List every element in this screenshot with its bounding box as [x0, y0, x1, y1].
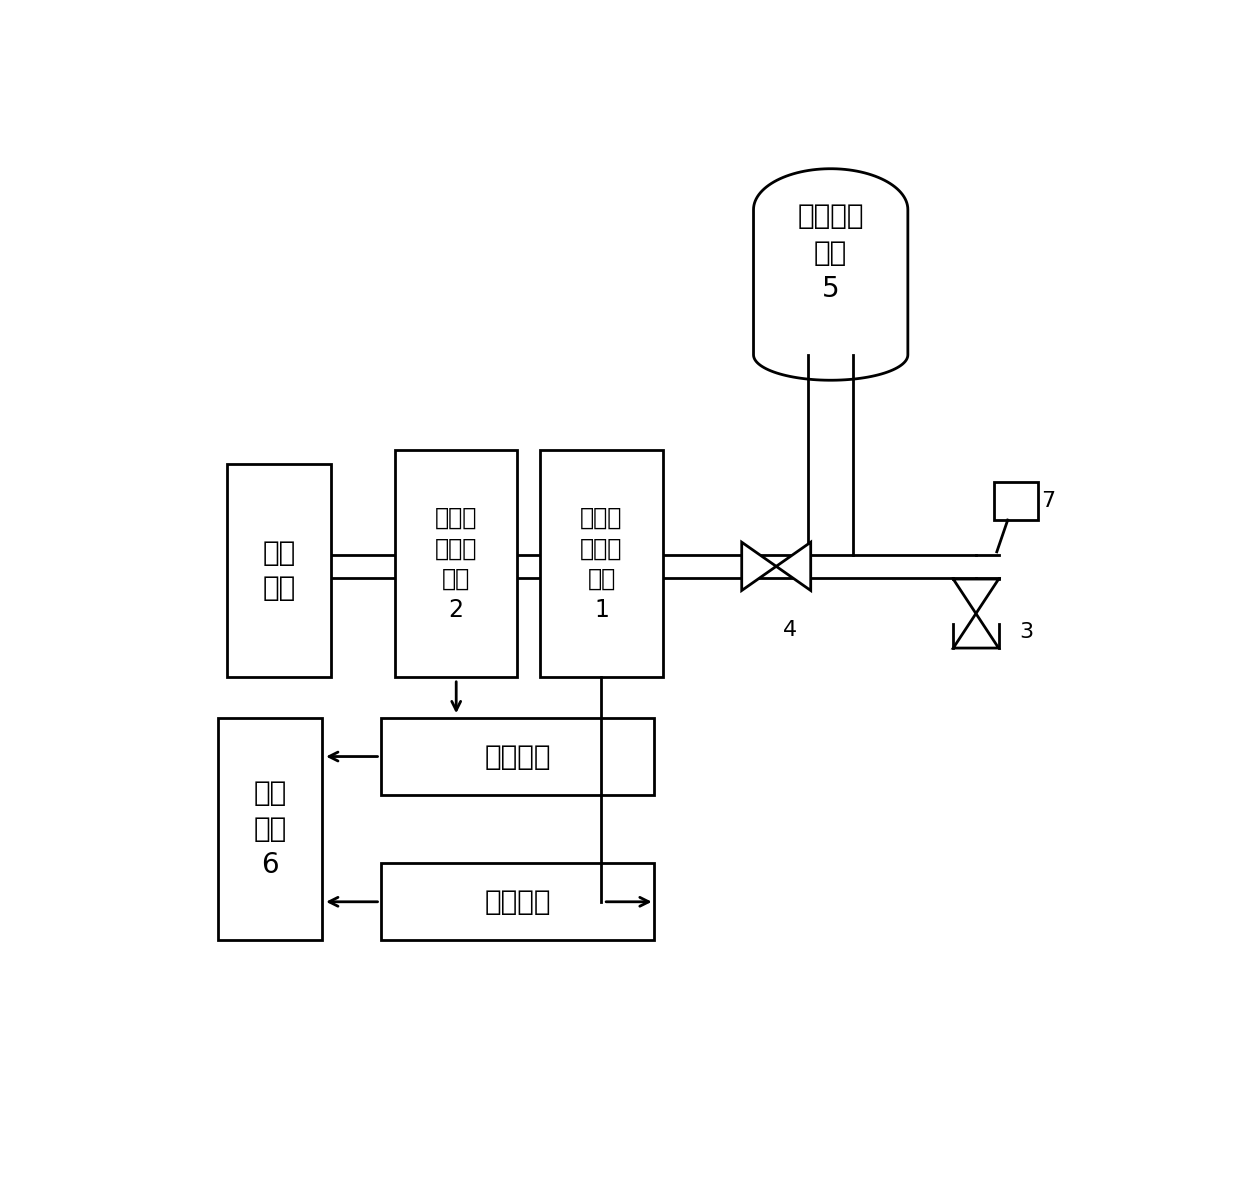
Text: 恒定压力
容器
5: 恒定压力 容器 5: [797, 202, 864, 303]
Bar: [541, 450, 662, 677]
Text: 气体流
量检测
模块
1: 气体流 量检测 模块 1: [580, 506, 622, 621]
Bar: [994, 482, 1038, 520]
Polygon shape: [754, 169, 908, 381]
Text: 流量信号: 流量信号: [485, 888, 551, 916]
Text: 7: 7: [1042, 490, 1055, 511]
Polygon shape: [742, 542, 776, 591]
Polygon shape: [954, 579, 998, 613]
Text: 压力信号: 压力信号: [485, 743, 551, 771]
Bar: [227, 463, 331, 677]
Bar: [382, 863, 653, 941]
Bar: [394, 450, 517, 677]
Text: 呼吸
气道: 呼吸 气道: [263, 539, 296, 602]
Text: 压力信
号检测
模块
2: 压力信 号检测 模块 2: [435, 506, 477, 621]
Text: 3: 3: [1019, 621, 1033, 641]
Text: 4: 4: [782, 620, 797, 640]
Bar: [218, 718, 322, 941]
Polygon shape: [954, 613, 998, 648]
Polygon shape: [776, 542, 811, 591]
Bar: [382, 718, 653, 795]
Text: 微处
理器
6: 微处 理器 6: [253, 779, 286, 878]
